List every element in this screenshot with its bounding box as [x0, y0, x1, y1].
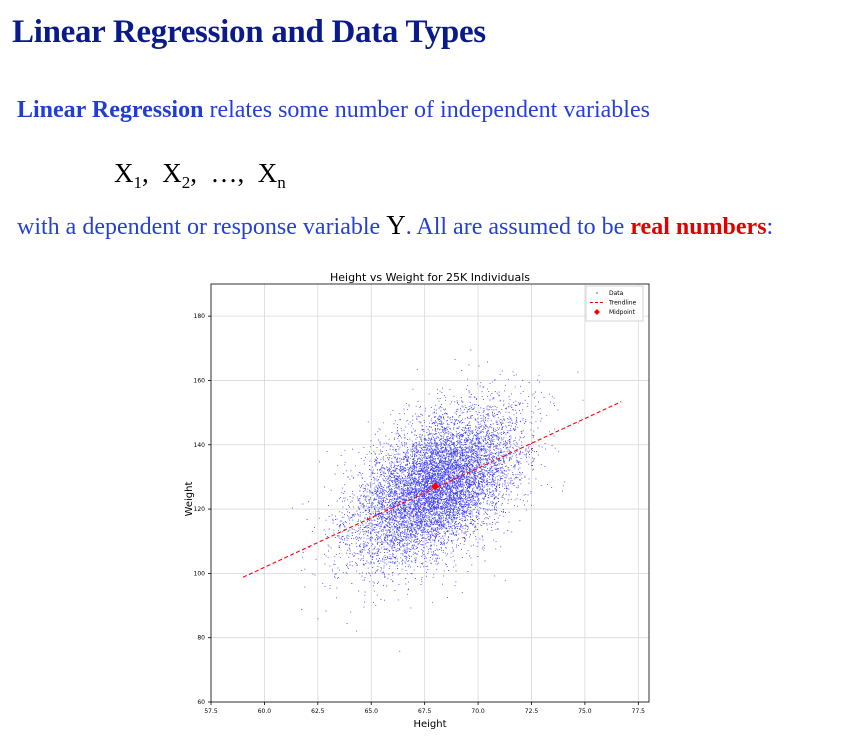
- response-text-b: . All are assumed to be: [405, 214, 631, 240]
- y-axis-label: Weight: [184, 482, 195, 517]
- intro-text: relates some number of independent varia…: [203, 97, 650, 123]
- separator: ,: [190, 158, 197, 188]
- legend-label-midpoint: Midpoint: [609, 309, 636, 316]
- y-tick-label: 100: [194, 570, 206, 577]
- x-tick-label: 65.0: [365, 708, 379, 715]
- separator: ,: [142, 158, 149, 188]
- response-text-a: with a dependent or response variable: [17, 214, 387, 240]
- x-tick-label: 60.0: [258, 708, 272, 715]
- ellipsis: …,: [210, 158, 245, 188]
- data-points: [291, 349, 584, 652]
- legend-label-data: Data: [609, 290, 624, 297]
- legend-box: [585, 285, 644, 322]
- var-x-1: X: [114, 158, 134, 188]
- scatter-points: [291, 349, 584, 652]
- midpoint: [431, 482, 440, 491]
- midpoint-marker: [431, 482, 440, 491]
- chart-legend: Data Trendline Midpoint: [585, 285, 644, 322]
- y-tick-label: 120: [194, 506, 206, 513]
- x-tick-label: 62.5: [311, 708, 325, 715]
- intro-sentence: Linear Regression relates some number of…: [17, 97, 650, 124]
- page-title: Linear Regression and Data Types: [12, 14, 486, 50]
- y-tick-label: 60: [197, 699, 205, 706]
- colon: :: [766, 214, 774, 240]
- y-tick-label: 140: [194, 442, 206, 449]
- trendline: [242, 401, 622, 578]
- scatter-chart: Height vs Weight for 25K Individuals 57.…: [184, 271, 650, 730]
- var-subscript-n: n: [277, 173, 286, 192]
- x-tick-label: 67.5: [418, 708, 432, 715]
- y-tick-label: 80: [197, 635, 205, 642]
- y-tick-label: 160: [194, 377, 206, 384]
- var-x-n: X: [257, 158, 278, 188]
- x-tick-label: 75.0: [578, 708, 592, 715]
- y-tick-label: 180: [194, 313, 206, 320]
- x-tick-label: 72.5: [525, 708, 539, 715]
- term-real-numbers: real numbers: [630, 214, 767, 240]
- x-tick-label: 70.0: [471, 708, 485, 715]
- x-axis-label: Height: [413, 719, 446, 730]
- trendline-path: [242, 401, 622, 578]
- response-variable: Y: [386, 210, 406, 240]
- legend-data-marker: [596, 292, 598, 294]
- plot-frame: [210, 283, 650, 703]
- var-subscript-1: 1: [133, 173, 143, 192]
- var-subscript-2: 2: [181, 173, 191, 192]
- y-axis-ticks: 60 80 100 120 140 160 180: [194, 313, 211, 706]
- x-axis-ticks: 57.5 60.0 62.5 65.0 67.5 70.0 72.5 75.0 77.5: [204, 702, 645, 715]
- legend-midpoint-marker: [594, 309, 600, 315]
- response-sentence: with a dependent or response variable Y.…: [17, 210, 773, 241]
- var-x-2: X: [162, 158, 182, 188]
- legend-label-trendline: Trendline: [608, 300, 637, 307]
- x-tick-label: 77.5: [632, 708, 646, 715]
- variable-list: X1, X2, …, Xn: [114, 158, 286, 193]
- term-linear-regression: Linear Regression: [17, 97, 204, 123]
- chart-title: Height vs Weight for 25K Individuals: [330, 271, 530, 284]
- x-tick-label: 57.5: [204, 708, 218, 715]
